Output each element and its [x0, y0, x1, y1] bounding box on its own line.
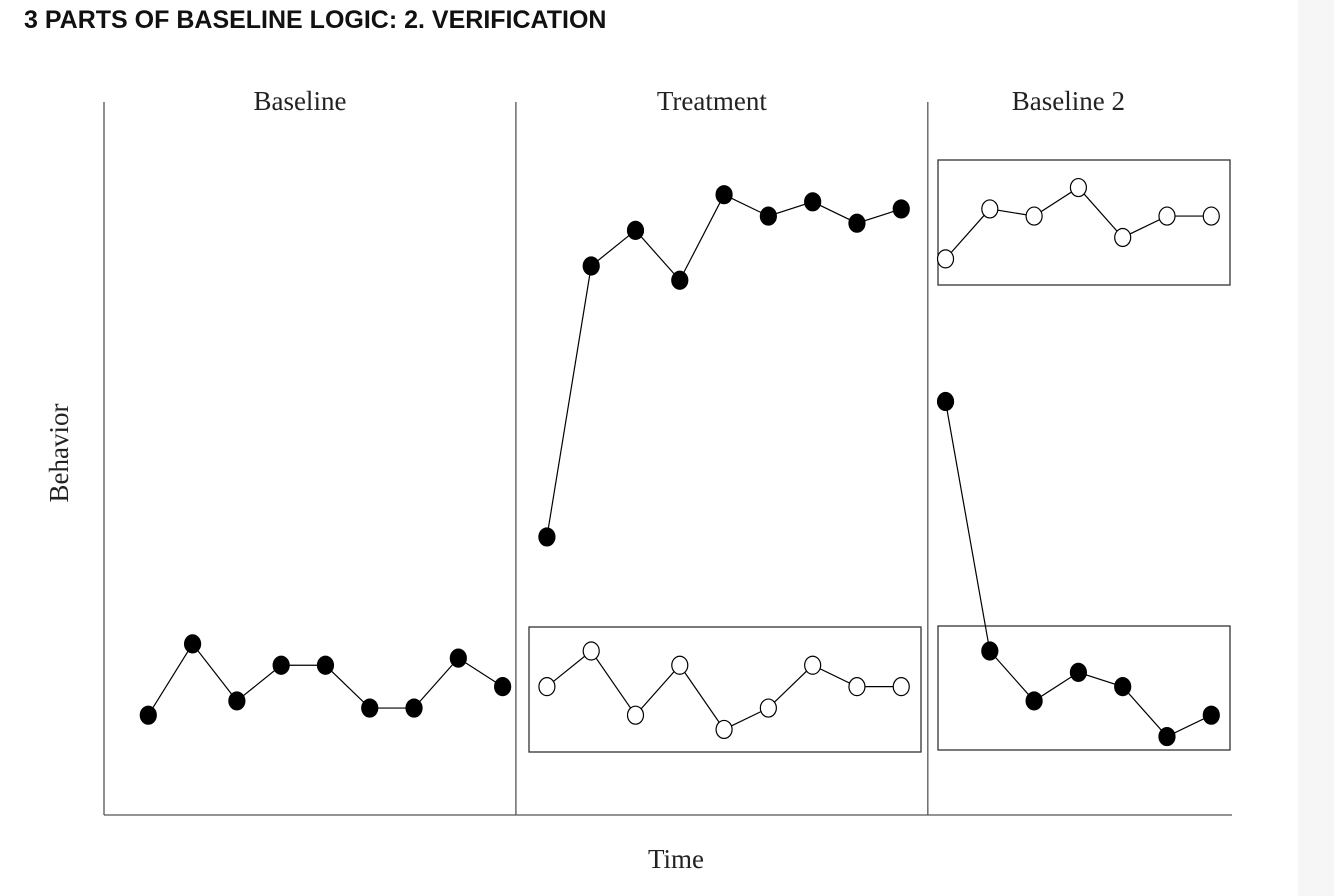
data-point — [715, 719, 733, 740]
phase-label: Baseline 2 — [1012, 86, 1125, 116]
series-line — [546, 193, 902, 538]
data-point — [1158, 726, 1176, 747]
data-point — [671, 655, 689, 675]
data-point — [139, 705, 157, 725]
series-line — [147, 642, 503, 716]
data-point — [626, 220, 645, 240]
data-point — [759, 698, 777, 718]
data-point — [892, 677, 910, 697]
data-point — [582, 641, 600, 661]
data-point — [804, 655, 822, 675]
data-point — [228, 691, 246, 711]
data-point — [671, 270, 689, 290]
data-point — [361, 698, 379, 718]
data-point — [1025, 691, 1043, 711]
data-point — [1158, 206, 1176, 226]
data-point — [626, 705, 645, 725]
data-point — [1202, 206, 1220, 226]
side-strip — [1298, 0, 1334, 896]
data-point — [936, 391, 955, 412]
data-point — [405, 698, 423, 718]
data-point — [183, 634, 202, 654]
prediction-box — [528, 626, 922, 753]
phase-label: Baseline — [253, 86, 346, 116]
data-point — [981, 199, 999, 219]
data-point — [272, 655, 290, 675]
data-point — [848, 677, 866, 697]
data-point — [1202, 705, 1220, 725]
data-point — [804, 192, 822, 212]
data-point — [1114, 227, 1132, 248]
data-point — [1114, 677, 1132, 697]
x-axis-label: Time — [648, 844, 704, 874]
data-point — [494, 677, 512, 697]
data-point — [981, 641, 999, 661]
data-point — [848, 213, 866, 233]
data-point — [1069, 177, 1088, 198]
data-point — [538, 677, 556, 697]
data-point — [936, 249, 955, 269]
phase-label: Treatment — [657, 86, 767, 116]
data-point — [449, 648, 467, 668]
data-point — [538, 527, 556, 547]
series-line — [546, 650, 902, 731]
data-point — [759, 206, 777, 226]
data-point — [1069, 662, 1088, 683]
data-point — [892, 199, 910, 219]
y-axis-label: Behavior — [44, 404, 74, 503]
verification-box — [937, 625, 1231, 751]
data-point — [715, 185, 733, 205]
slide-title: 3 PARTS OF BASELINE LOGIC: 2. VERIFICATI… — [24, 6, 607, 34]
verification-box — [937, 159, 1231, 286]
data-point — [582, 256, 600, 276]
data-point — [1025, 206, 1043, 226]
series-line — [944, 401, 1212, 738]
data-point — [316, 655, 335, 675]
